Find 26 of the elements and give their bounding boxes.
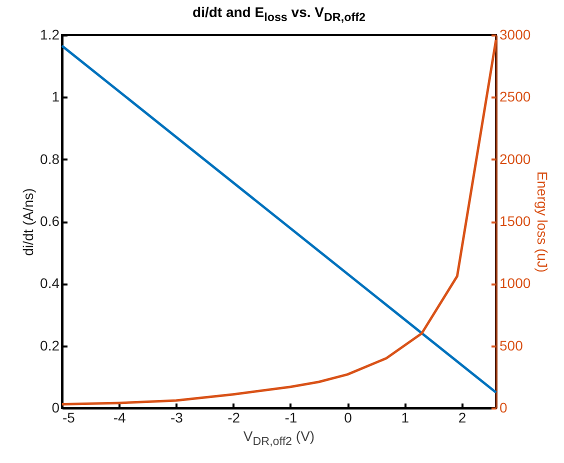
x-tick-label: 0 [344, 410, 352, 426]
y-tick-label: 0.8 [40, 150, 60, 167]
y2-tick-label: 500 [500, 337, 524, 354]
x-tick-label: -1 [284, 410, 298, 426]
x-tick-label: 1 [401, 410, 410, 426]
y-tick-label: 0.4 [40, 275, 60, 292]
y2-tick-label: 3000 [500, 26, 531, 42]
y-tick-label: 0.2 [40, 337, 60, 354]
x-tick-label: -3 [170, 410, 184, 426]
y2-tick-label: 2500 [500, 88, 531, 105]
y2-tick-label: 1500 [500, 213, 531, 229]
y2-tick-label: 1000 [500, 275, 531, 292]
y-tick-label: 0.6 [40, 213, 60, 229]
chart-title: di/dt and E$_{loss}$ vs. V$_{DR,off2}$ [192, 4, 366, 24]
y2-tick-label: 2000 [500, 150, 531, 167]
y-tick-label: 1 [52, 88, 60, 105]
x-tick-label: -5 [62, 410, 76, 426]
y-tick-label: 0 [52, 400, 60, 416]
y-axis-title: di/dt (A/ns) [20, 188, 36, 256]
x-axis-title: V$_{DR,off2}$ (V) [242, 428, 316, 448]
x-tick-label: 2 [458, 410, 466, 426]
y2-axis-title: Energy loss (uJ) [534, 171, 551, 273]
y-tick-label: 1.2 [40, 26, 60, 42]
x-tick-label: -4 [113, 410, 126, 426]
x-tick-label: -2 [228, 410, 240, 426]
y2-tick-label: 0 [500, 400, 508, 416]
